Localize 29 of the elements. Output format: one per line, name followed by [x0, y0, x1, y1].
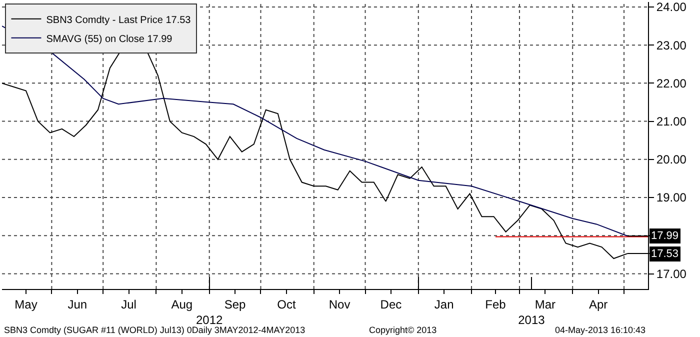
x-tick-label: Sep — [224, 297, 246, 312]
x2-tick-label: 2013 — [518, 313, 546, 327]
y-tick-label: 23.00 — [656, 38, 687, 52]
x-tick-label: Feb — [485, 297, 506, 312]
y-tick-label: 20.00 — [656, 152, 687, 167]
y-tick-label: 19.00 — [656, 190, 687, 205]
annotation: 17.99 — [651, 230, 679, 242]
x-tick-label: Dec — [380, 297, 402, 312]
text: 04-May-2013 16:10:43 — [555, 325, 646, 335]
line-series — [2, 26, 628, 237]
x-tick-label: May — [14, 297, 38, 312]
x-tick-label: Jun — [68, 297, 88, 312]
legend-label: SMAVG (55) on Close 17.99 — [46, 34, 173, 45]
y-tick-label: 17.00 — [656, 266, 687, 281]
x-tick-label: Oct — [277, 297, 296, 312]
x-tick-label: Aug — [171, 297, 193, 312]
x-tick-label: Jul — [121, 297, 136, 312]
x2-tick-label: 2012 — [196, 313, 224, 327]
annotation: 17.53 — [651, 248, 679, 260]
legend-label: SBN3 Comdty - Last Price 17.53 — [46, 14, 192, 26]
x-tick-label: Apr — [588, 297, 608, 312]
x-tick-label: Mar — [534, 297, 556, 312]
x-tick-label: Jan — [434, 297, 454, 312]
text: SBN3 Comdty (SUGAR #11 (WORLD) Jul13) 0Daily 3MAY2012-4MAY2013 — [4, 325, 306, 335]
y-tick-label: 22.00 — [656, 76, 687, 90]
x-tick-label: Nov — [328, 297, 350, 312]
y-tick-label: 21.00 — [656, 114, 687, 128]
text: Copyright© 2013 — [369, 325, 437, 335]
y-tick-label: 24.00 — [656, 0, 687, 14]
